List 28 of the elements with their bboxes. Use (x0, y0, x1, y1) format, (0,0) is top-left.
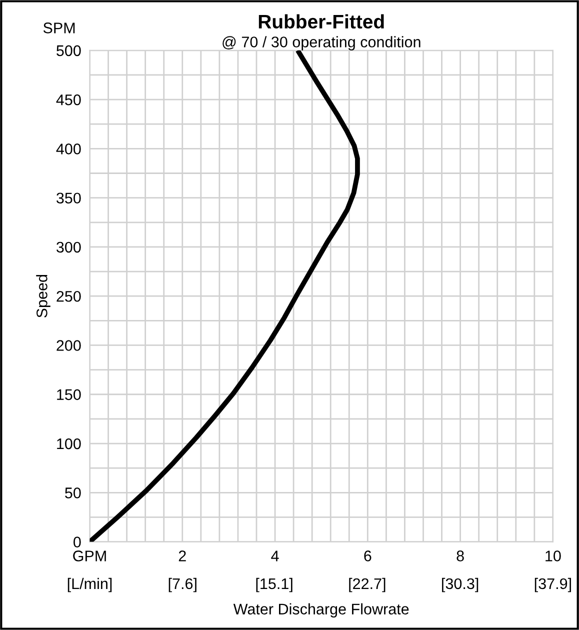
x2-tick-label: [30.3] (442, 578, 478, 592)
x-tick-label: 6 (364, 550, 372, 562)
y-tick-label: 500 (56, 45, 81, 56)
y-tick-label: 350 (56, 192, 81, 204)
y-tick-label: 50 (65, 488, 81, 498)
x2-tick-label: [22.7] (349, 578, 386, 592)
x-tick-label: 4 (271, 550, 279, 562)
y-tick-label: 450 (56, 94, 81, 106)
x2-tick-label: [15.1] (256, 578, 292, 592)
x-axis-title: Water Discharge Flowrate (233, 603, 409, 618)
y-tick-label: 0 (74, 536, 81, 548)
y-tick-label: 100 (57, 438, 81, 450)
x2-tick-label: [37.9] (534, 578, 571, 592)
x2-tick-label: [7.6] (168, 578, 196, 592)
chart-title: Rubber-Fitted (258, 14, 384, 29)
y-tick-label: 150 (57, 389, 81, 400)
x2-tick-label: [L/min] (68, 578, 112, 592)
y-tick-label: 200 (56, 340, 81, 351)
y-tick-label: 300 (56, 242, 81, 253)
y-tick-label: 400 (56, 144, 81, 154)
y-axis-title: Speed (36, 274, 50, 318)
x-tick-label: 2 (178, 550, 186, 562)
text: SPM (43, 22, 75, 34)
chart-subtitle: @ 70 / 30 operating condition (222, 36, 420, 50)
y-tick-label: 250 (56, 290, 81, 302)
x-tick-label: 10 (546, 550, 561, 562)
x-tick-label: GPM (73, 550, 106, 562)
x-tick-label: 8 (456, 550, 464, 562)
